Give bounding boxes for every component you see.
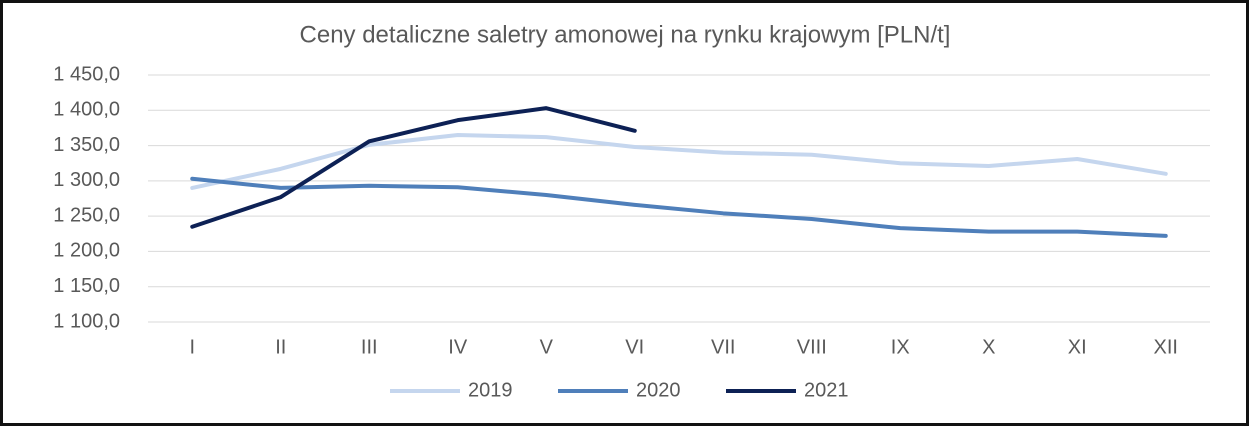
x-tick-label: I [189, 336, 195, 358]
x-tick-label: XII [1154, 336, 1178, 358]
y-tick-label: 1 250,0 [53, 204, 120, 226]
legend-label: 2019 [468, 379, 513, 401]
x-tick-label: V [540, 336, 554, 358]
series-line [190, 106, 637, 229]
y-tick-label: 1 300,0 [53, 169, 120, 191]
y-tick-label: 1 450,0 [53, 63, 120, 85]
y-tick-label: 1 400,0 [53, 99, 120, 121]
y-tick-label: 1 100,0 [53, 310, 120, 332]
legend-label: 2020 [636, 379, 681, 401]
x-tick-label: IX [891, 336, 910, 358]
x-tick-label: VII [711, 336, 735, 358]
x-tick-label: VI [625, 336, 644, 358]
x-tick-label: IV [448, 336, 468, 358]
x-tick-label: VIII [797, 336, 827, 358]
x-tick-label: II [275, 336, 286, 358]
y-tick-label: 1 200,0 [53, 240, 120, 262]
y-tick-label: 1 350,0 [53, 134, 120, 156]
x-tick-label: X [982, 336, 995, 358]
series-line [190, 176, 1168, 238]
x-tick-label: III [361, 336, 378, 358]
legend-label: 2021 [804, 379, 849, 401]
x-tick-label: XI [1068, 336, 1087, 358]
y-tick-label: 1 150,0 [53, 275, 120, 297]
chart-title: Ceny detaliczne saletry amonowej na rynk… [300, 21, 951, 48]
